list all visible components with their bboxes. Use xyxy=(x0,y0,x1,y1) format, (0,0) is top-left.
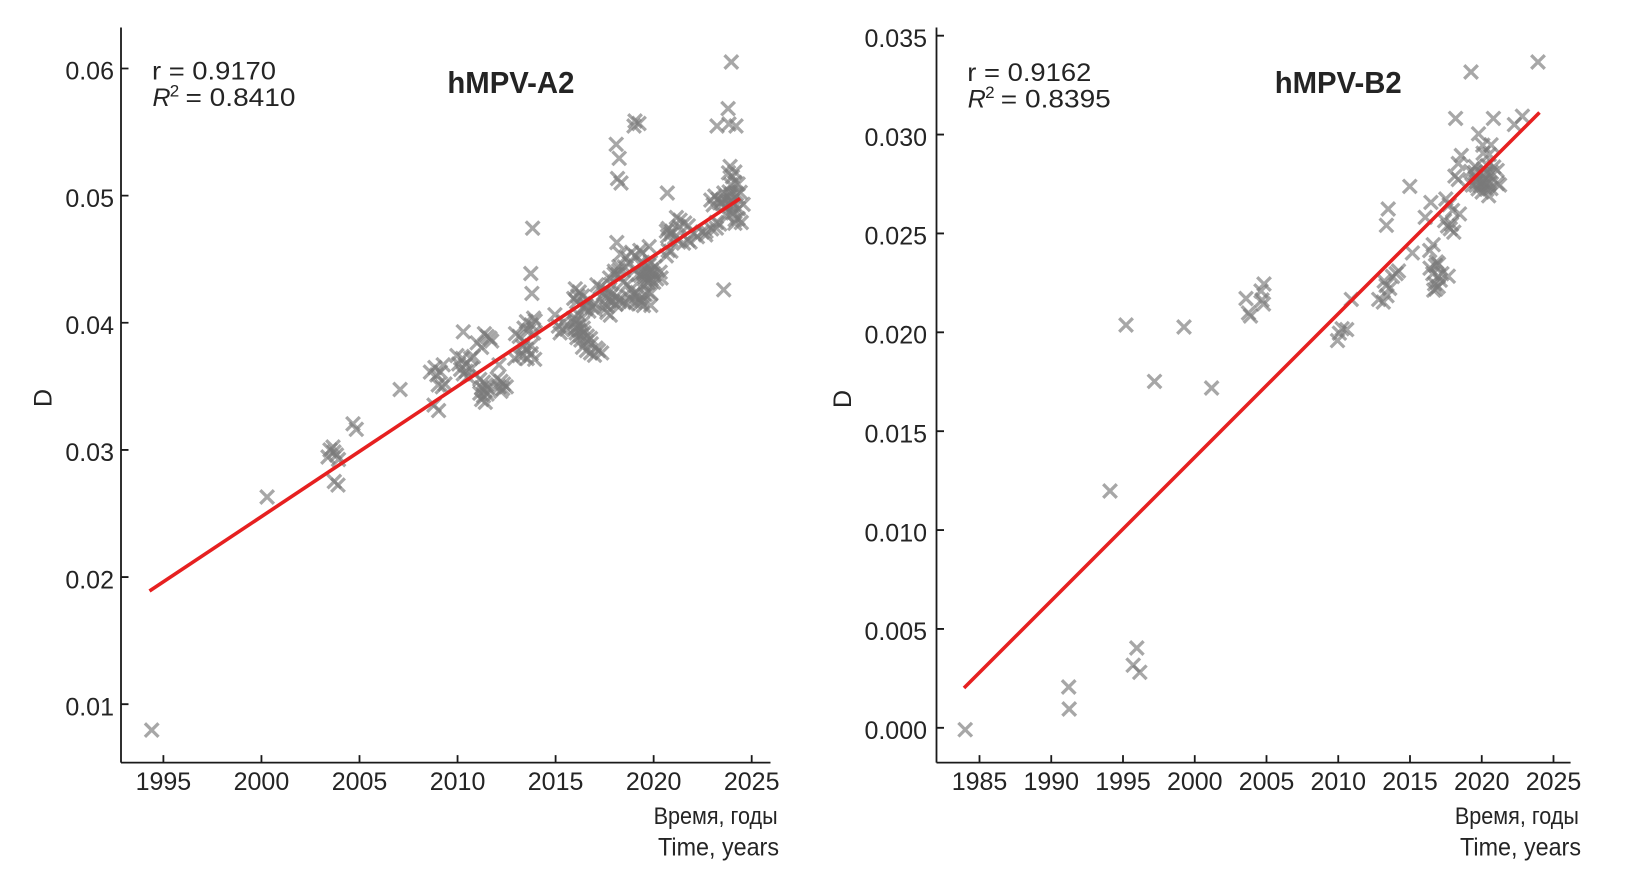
svg-text:0.03: 0.03 xyxy=(65,439,114,467)
svg-text:0.035: 0.035 xyxy=(864,25,927,53)
svg-text:0.010: 0.010 xyxy=(864,519,927,547)
svg-text:2010: 2010 xyxy=(430,768,486,796)
svg-text:2000: 2000 xyxy=(1167,768,1223,796)
svg-text:0.06: 0.06 xyxy=(65,58,114,86)
svg-text:0.015: 0.015 xyxy=(864,420,927,448)
svg-text:hMPV-A2: hMPV-A2 xyxy=(447,65,574,100)
svg-text:2005: 2005 xyxy=(1239,768,1295,796)
svg-text:2020: 2020 xyxy=(626,768,682,796)
svg-text:Time, years: Time, years xyxy=(1460,833,1581,861)
svg-text:0.01: 0.01 xyxy=(65,693,114,721)
svg-text:0.02: 0.02 xyxy=(65,566,114,594)
svg-text:Время, годы: Время, годы xyxy=(654,803,778,830)
svg-text:0.030: 0.030 xyxy=(864,124,927,152)
svg-text:1995: 1995 xyxy=(136,768,192,796)
svg-text:1995: 1995 xyxy=(1095,768,1151,796)
svg-text:0.005: 0.005 xyxy=(864,618,927,646)
svg-text:r = 0.9162: r = 0.9162 xyxy=(967,59,1091,87)
svg-text:0.000: 0.000 xyxy=(864,717,927,745)
svg-text:D: D xyxy=(829,390,857,408)
svg-text:r = 0.9170: r = 0.9170 xyxy=(152,58,276,86)
svg-text:Time, years: Time, years xyxy=(658,833,779,861)
svg-text:2015: 2015 xyxy=(528,768,584,796)
svg-text:2000: 2000 xyxy=(234,768,290,796)
svg-text:2015: 2015 xyxy=(1382,768,1438,796)
svg-text:2: 2 xyxy=(170,82,179,101)
svg-text:2020: 2020 xyxy=(1454,768,1510,796)
svg-text:0.020: 0.020 xyxy=(864,322,927,350)
svg-text:R: R xyxy=(153,84,171,112)
svg-text:2025: 2025 xyxy=(1526,768,1582,796)
svg-text:R: R xyxy=(968,85,986,113)
svg-text:0.05: 0.05 xyxy=(65,185,114,213)
svg-text:1990: 1990 xyxy=(1023,768,1079,796)
svg-text:1985: 1985 xyxy=(952,768,1008,796)
svg-text:2025: 2025 xyxy=(724,768,780,796)
svg-text:2005: 2005 xyxy=(332,768,388,796)
svg-text:= 0.8395: = 0.8395 xyxy=(1001,85,1111,113)
svg-text:= 0.8410: = 0.8410 xyxy=(186,84,296,112)
svg-text:Время, годы: Время, годы xyxy=(1455,803,1579,830)
svg-text:0.025: 0.025 xyxy=(864,223,927,251)
svg-text:hMPV-B2: hMPV-B2 xyxy=(1275,65,1402,100)
svg-text:2010: 2010 xyxy=(1310,768,1366,796)
svg-text:2: 2 xyxy=(985,83,994,102)
svg-text:D: D xyxy=(29,389,57,407)
svg-text:0.04: 0.04 xyxy=(65,312,114,340)
